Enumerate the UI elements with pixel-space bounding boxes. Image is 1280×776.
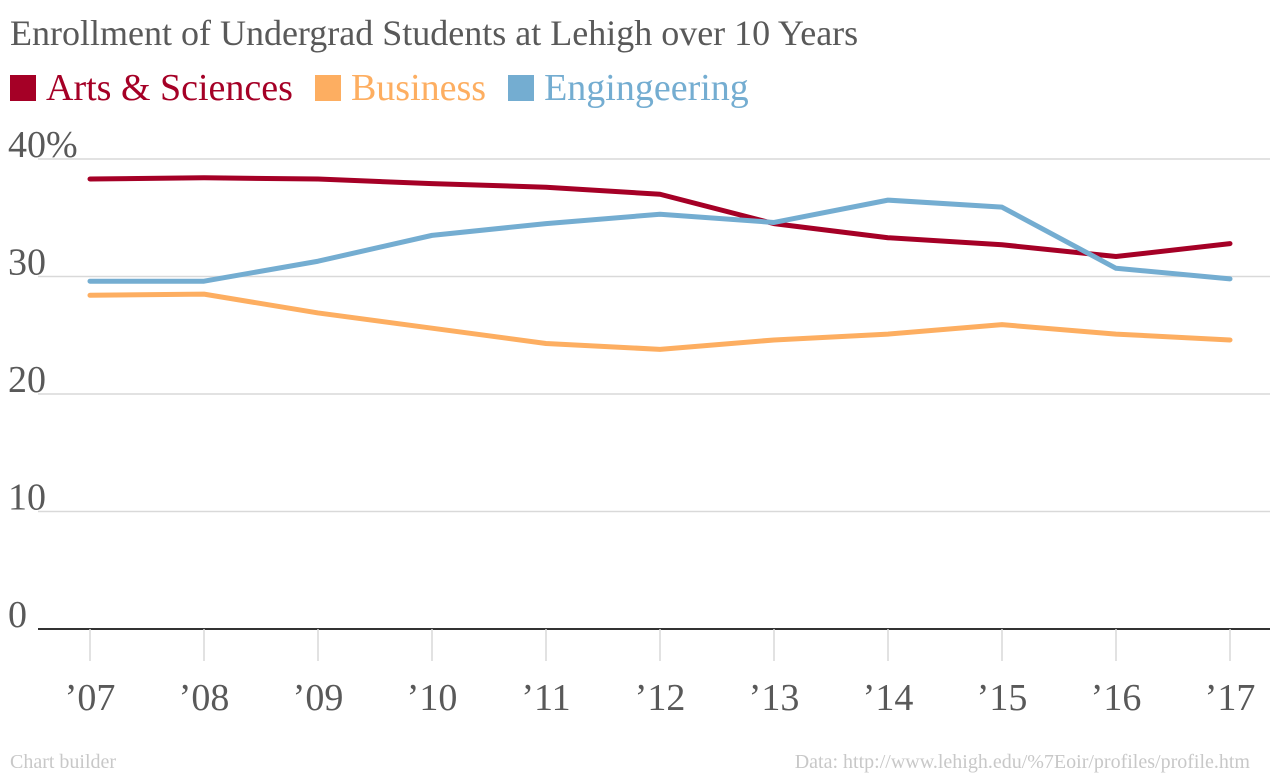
legend-item-business: Business	[314, 66, 487, 110]
x-tick-label-8: ’15	[977, 677, 1028, 719]
y-tick-label-30: 30	[8, 242, 46, 284]
y-tick-label-40: 40%	[8, 124, 78, 166]
legend-swatch-engineering	[508, 75, 535, 101]
x-tick-label-1: ’08	[179, 677, 230, 719]
chart-legend: Arts & Sciences Business Engingeering	[10, 66, 771, 110]
legend-label-arts-sciences: Arts & Sciences	[46, 67, 293, 109]
x-tick-label-4: ’11	[521, 677, 570, 719]
data-source: Data: http://www.lehigh.edu/%7Eoir/profi…	[794, 751, 1250, 773]
series-line-engingeering	[87, 197, 1233, 284]
chart-title: Enrollment of Undergrad Students at Lehi…	[10, 13, 859, 53]
x-tick-label-7: ’14	[863, 677, 914, 719]
series-line-business	[87, 291, 1233, 352]
legend-label-engineering: Engingeering	[544, 67, 749, 109]
y-tick-label-20: 20	[8, 359, 46, 401]
legend-item-arts-sciences: Arts & Sciences	[10, 66, 293, 110]
legend-swatch-business	[314, 75, 341, 101]
x-tick-label-9: ’16	[1091, 677, 1142, 719]
x-tick-label-2: ’09	[293, 677, 344, 719]
y-tick-label-0: 0	[8, 594, 27, 636]
series-line-arts-sciences	[87, 175, 1233, 260]
x-tick-label-0: ’07	[65, 677, 116, 719]
x-tick-label-6: ’13	[749, 677, 800, 719]
x-tick-label-10: ’17	[1205, 677, 1256, 719]
x-tick-label-3: ’10	[407, 677, 458, 719]
y-tick-label-10: 10	[8, 477, 46, 519]
legend-item-engineering: Engingeering	[508, 66, 749, 110]
legend-label-business: Business	[350, 67, 487, 109]
x-tick-label-5: ’12	[635, 677, 686, 719]
chart-builder-credit: Chart builder	[10, 751, 117, 773]
legend-swatch-arts-sciences	[10, 75, 36, 101]
